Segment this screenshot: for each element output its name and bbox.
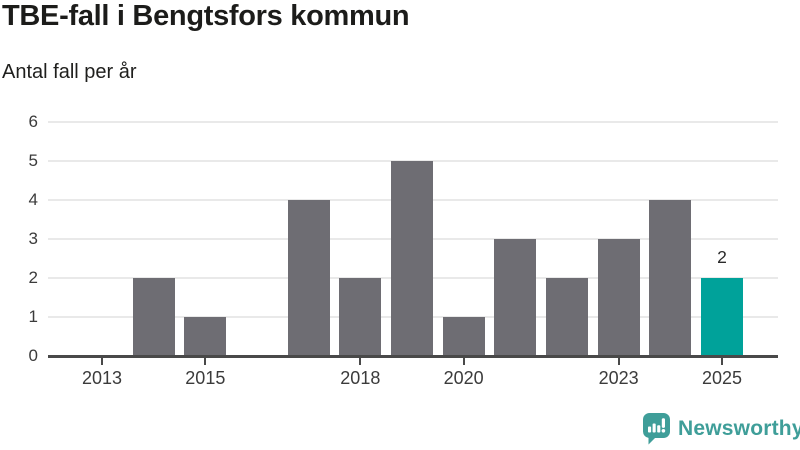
bar-2017 — [287, 200, 330, 356]
y-tick-label-4: 4 — [28, 190, 38, 209]
bar-2020 — [442, 317, 485, 356]
x-tick-mark-2025 — [721, 358, 723, 365]
y-tick-label-3: 3 — [28, 229, 38, 248]
y-tick-label-6: 6 — [28, 112, 38, 131]
x-tick-label-2023: 2023 — [598, 368, 639, 388]
bar-2018 — [339, 278, 382, 356]
x-tick-label-2013: 2013 — [81, 368, 123, 388]
x-tick-mark-2013 — [101, 358, 103, 365]
x-tick-mark-2018 — [359, 358, 362, 365]
x-axis-line — [48, 355, 778, 358]
y-tick-label-5: 5 — [28, 151, 38, 170]
bar-2019 — [391, 161, 433, 356]
chart-subtitle: Antal fall per år — [2, 61, 137, 83]
x-tick-mark-2020 — [462, 358, 465, 365]
bar-2024 — [649, 200, 692, 356]
y-tick-label-0: 0 — [28, 346, 38, 365]
x-tick-mark-2015 — [204, 358, 207, 365]
x-tick-label-2015: 2015 — [185, 368, 226, 388]
highlight-value-label: 2 — [717, 247, 727, 267]
x-tick-mark-2023 — [617, 358, 620, 365]
x-tick-label-2018: 2018 — [340, 368, 381, 388]
bar-2022 — [546, 278, 588, 356]
brand-name: Newsworthy — [678, 417, 800, 440]
y-tick-label-1: 1 — [28, 307, 38, 326]
brand-footer: Newsworthy — [643, 412, 800, 446]
bar-2014 — [132, 278, 175, 356]
y-tick-label-2: 2 — [28, 268, 38, 287]
x-tick-label-2025: 2025 — [701, 368, 743, 388]
chart-title: TBE-fall i Bengtsfors kommun — [2, 0, 410, 32]
bar-2025 — [701, 278, 743, 356]
x-tick-label-2020: 2020 — [443, 368, 484, 388]
newsworthy-logo-icon — [643, 413, 670, 445]
gridline-y6 — [48, 121, 778, 123]
bar-2015 — [184, 317, 227, 356]
bar-2021 — [494, 239, 537, 356]
bar-2023 — [597, 239, 640, 356]
